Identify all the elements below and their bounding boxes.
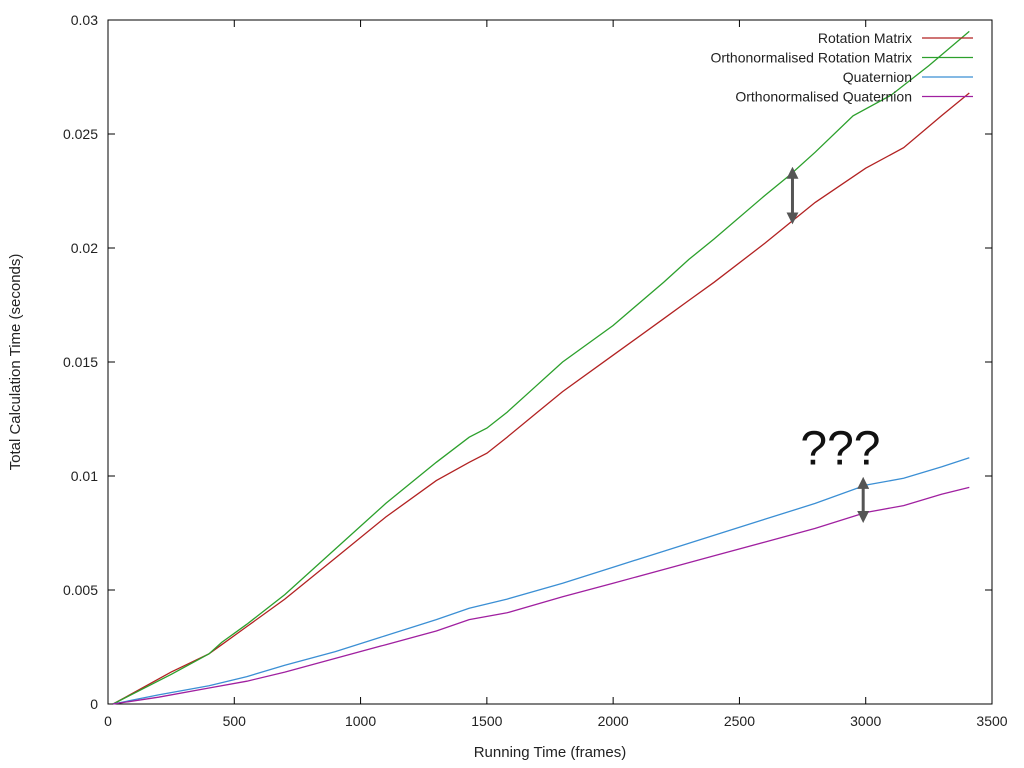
x-tick-label: 3000 [850, 713, 881, 729]
y-tick-label: 0.025 [63, 126, 98, 142]
y-axis: 0 0.005 0.01 0.015 0.02 0.025 0.03 [63, 12, 992, 712]
x-tick-label: 1500 [471, 713, 502, 729]
x-tick-label: 2500 [724, 713, 755, 729]
plot-area [107, 19, 993, 705]
x-tick-label: 2000 [598, 713, 629, 729]
x-tick-label: 500 [223, 713, 247, 729]
y-tick-label: 0.015 [63, 354, 98, 370]
x-axis: 0 500 1000 1500 2000 2500 3000 3500 [104, 20, 1008, 729]
legend-label: Orthonormalised Rotation Matrix [710, 50, 912, 66]
series-line-0 [112, 92, 970, 705]
x-axis-title: Running Time (frames) [474, 744, 627, 761]
legend: Rotation Matrix Orthonormalised Rotation … [710, 30, 973, 105]
y-tick-label: 0.01 [71, 468, 98, 484]
y-tick-label: 0.005 [63, 582, 98, 598]
series-line-2 [112, 457, 970, 705]
series-line-1 [112, 30, 970, 705]
y-axis-title: Total Calculation Time (seconds) [7, 254, 24, 471]
legend-label: Orthonormalised Quaternion [735, 89, 912, 105]
x-tick-label: 3500 [976, 713, 1007, 729]
y-tick-label: 0 [90, 696, 98, 712]
annotation-question-marks: ??? [800, 423, 880, 476]
x-tick-label: 0 [104, 713, 112, 729]
annotation-layer: ??? [786, 166, 881, 524]
series-line-3 [113, 486, 970, 705]
legend-label: Quaternion [843, 69, 912, 85]
x-tick-label: 1000 [345, 713, 376, 729]
plot-border [107, 19, 993, 705]
y-tick-label: 0.03 [71, 12, 98, 28]
series-layer [112, 30, 970, 705]
legend-label: Rotation Matrix [818, 30, 912, 46]
y-tick-label: 0.02 [71, 240, 98, 256]
